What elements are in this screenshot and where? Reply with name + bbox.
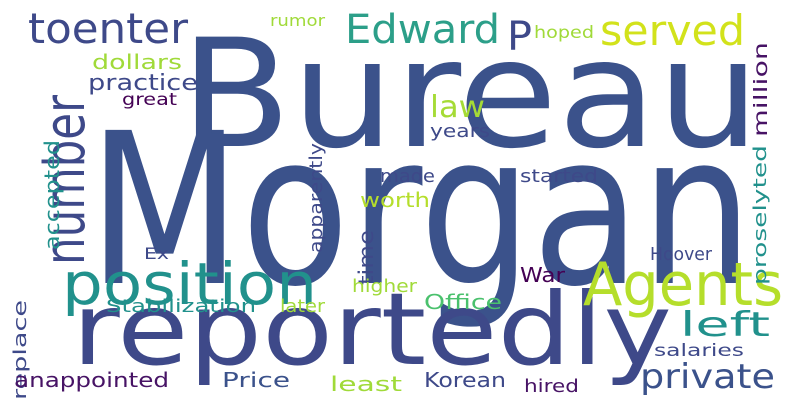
word-anappointed: anappointed — [14, 368, 169, 392]
word-office: Office — [424, 290, 502, 314]
word-later: later — [280, 296, 325, 317]
word-dollars: dollars — [92, 50, 182, 74]
word-years: years — [430, 121, 490, 142]
word-price: Price — [222, 368, 290, 392]
word-ex: Ex — [144, 244, 169, 263]
word-started: started — [520, 166, 598, 187]
word-apparently: apparently — [306, 143, 327, 253]
word-bureau: Bureau — [180, 8, 760, 182]
word-morgan: Morgan — [88, 88, 753, 333]
word-accepted: accepted — [40, 140, 64, 250]
word-million: million — [750, 41, 772, 137]
word-hoped: hoped — [534, 23, 594, 43]
word-left: left — [680, 305, 770, 345]
word-hoover: Hoover — [650, 244, 712, 265]
word-war: War — [520, 263, 565, 287]
word-proselyted: proselyted — [750, 145, 771, 285]
word-edward: Edward — [345, 7, 500, 53]
word-hired: hired — [524, 376, 579, 397]
word-least: least — [330, 372, 402, 396]
word-toenter: toenter — [28, 4, 188, 53]
word-served: served — [600, 6, 745, 55]
word-private: private — [640, 357, 775, 397]
word-made: made — [380, 166, 435, 187]
word-higher: higher — [352, 276, 417, 297]
word-agents: Agents — [583, 250, 783, 320]
word-great: great — [122, 90, 177, 110]
word-reportedly: reportedly — [72, 271, 672, 388]
word-rumor: rumor — [270, 11, 325, 30]
word-korean: Korean — [424, 368, 506, 392]
word-law: law — [430, 90, 485, 125]
word-p: P — [507, 14, 532, 60]
word-practice: practice — [88, 71, 198, 96]
word-position: position — [62, 250, 317, 318]
word-stabilization: Stabilization — [106, 296, 256, 317]
word-salaries: salaries — [654, 341, 744, 361]
word-worth: worth — [360, 188, 430, 212]
